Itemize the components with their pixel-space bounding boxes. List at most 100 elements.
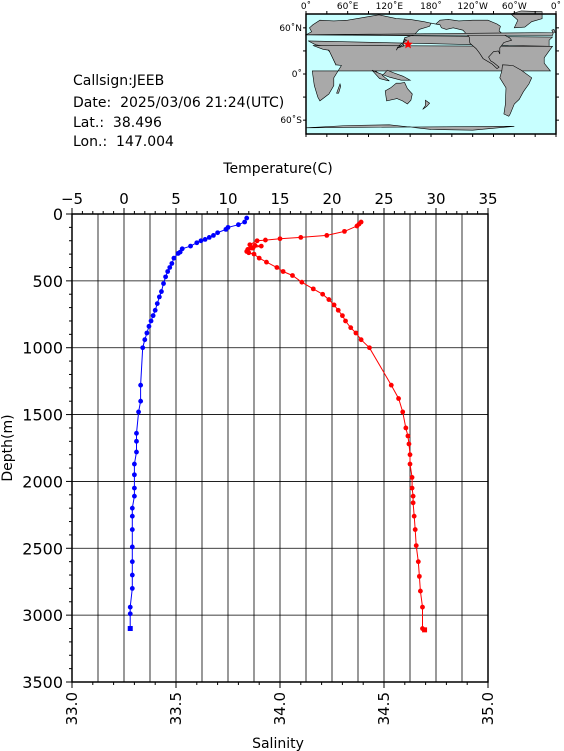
salinity-point	[129, 513, 135, 519]
salinity-profile-line	[129, 217, 248, 629]
temperature-point	[388, 382, 394, 388]
map-landmasses	[304, 10, 556, 134]
salinity-point	[146, 323, 152, 329]
salinity-point	[244, 215, 250, 221]
salinity-point	[132, 493, 137, 499]
temperature-point	[409, 475, 415, 480]
map-longitude-labels: 0˚ 60˚E 120˚E 180˚ 120˚W 60˚W 0˚	[301, 1, 561, 12]
salinity-axis-title: Salinity	[252, 736, 304, 751]
map-longitude-label: 180˚	[420, 1, 442, 12]
temperature-point	[412, 527, 418, 532]
profile-plot: −5 0 5 10 15 20 25 30 35 05001000150020002500300…	[22, 190, 497, 725]
salinity-point	[140, 345, 146, 351]
salinity-point	[132, 485, 137, 491]
temperature-point	[358, 337, 364, 343]
salinity-point	[167, 265, 173, 270]
salinity-point	[175, 251, 181, 256]
map-land-indonesia	[371, 69, 412, 82]
salinity-point	[134, 438, 139, 444]
temperature-point	[299, 279, 305, 285]
temperature-tick-label: 20	[322, 190, 341, 208]
salinity-point	[129, 559, 135, 565]
map-land-japan	[396, 39, 408, 51]
temperature-point	[413, 543, 419, 549]
temperature-point	[403, 425, 409, 431]
salinity-point	[236, 222, 241, 228]
depth-axis: 0 500 1000 1500 2000 2500 3000 3500	[22, 205, 72, 692]
salinity-point	[188, 243, 193, 249]
temperature-point	[250, 245, 256, 251]
temperature-axis-title: Temperature(C)	[222, 161, 332, 177]
salinity-axis: 33.0 33.5 34.0 34.5 35.0	[63, 682, 497, 725]
temperature-tick-label: 25	[374, 190, 393, 208]
temperature-point	[353, 330, 359, 336]
depth-tick-label: 1000	[22, 339, 63, 358]
location-map: 0˚ 60˚E 120˚E 180˚ 120˚W 60˚W 0˚ 60˚N 0˚ 60˚S	[279, 1, 561, 137]
temperature-point	[367, 345, 372, 351]
temperature-point	[246, 250, 252, 256]
depth-tick-label: 3000	[22, 606, 63, 625]
station-marker	[403, 39, 413, 49]
temperature-point	[405, 433, 411, 439]
station-star	[403, 39, 413, 49]
plot-grid	[72, 214, 488, 682]
salinity-tick-label: 35.0	[479, 692, 497, 725]
temperature-tick-label: −5	[61, 190, 83, 208]
depth-tick-label: 0	[53, 205, 63, 224]
salinity-point	[134, 430, 139, 436]
map-land-africa	[311, 45, 554, 102]
salinity-point	[163, 274, 169, 280]
salinity-tick-label: 34.0	[271, 692, 289, 725]
map-latitude-label: 60˚N	[279, 23, 302, 34]
map-longitude-label: 0˚	[301, 1, 311, 12]
temperature-point	[410, 500, 416, 506]
salinity-point	[211, 232, 216, 238]
temperature-point	[320, 291, 326, 297]
salinity-point	[171, 255, 177, 261]
depth-tick-label: 500	[32, 272, 63, 291]
temperature-point	[422, 627, 428, 633]
salinity-point	[129, 505, 135, 511]
temperature-point	[331, 302, 337, 308]
temperature-point	[407, 461, 413, 467]
salinity-point	[148, 318, 154, 324]
longitude-label: Lon.: 147.004	[73, 134, 174, 150]
salinity-point	[198, 238, 204, 244]
salinity-point	[161, 281, 166, 286]
salinity-point	[169, 261, 175, 266]
salinity-point	[129, 572, 135, 578]
date-label: Date: 2025/03/06 21:24(UTC)	[73, 95, 285, 111]
temperature-point	[407, 452, 413, 458]
temperature-point	[400, 409, 406, 415]
salinity-point	[202, 237, 208, 242]
map-frame	[303, 11, 559, 137]
temperature-point	[410, 493, 416, 499]
salinity-point	[129, 544, 135, 550]
temperature-tick-label: 15	[270, 190, 289, 208]
salinity-point	[127, 604, 133, 610]
depth-axis-title: Depth(m)	[0, 414, 16, 481]
salinity-point	[223, 226, 229, 232]
salinity-point	[134, 449, 139, 455]
salinity-point	[132, 461, 137, 467]
salinity-point	[144, 330, 150, 336]
temperature-point	[396, 396, 401, 401]
salinity-point	[242, 219, 248, 225]
temperature-point	[258, 243, 264, 249]
salinity-point	[215, 230, 221, 236]
temperature-tick-label: 10	[218, 190, 237, 208]
temperature-point	[340, 313, 345, 319]
data-series	[127, 215, 428, 633]
map-longitude-label: 120˚E	[376, 1, 404, 12]
callsign-label: Callsign:JEEB	[73, 73, 165, 89]
salinity-point	[129, 586, 135, 591]
temperature-tick-label: 0	[119, 190, 129, 208]
map-latitude-labels: 60˚N 0˚ 60˚S	[279, 23, 302, 126]
temperature-point	[348, 325, 354, 331]
temperature-profile-line	[246, 221, 425, 631]
latitude-label: Lat.: 38.496	[73, 115, 162, 131]
depth-tick-label: 1500	[22, 406, 63, 425]
map-latitude-label: 0˚	[292, 69, 302, 80]
